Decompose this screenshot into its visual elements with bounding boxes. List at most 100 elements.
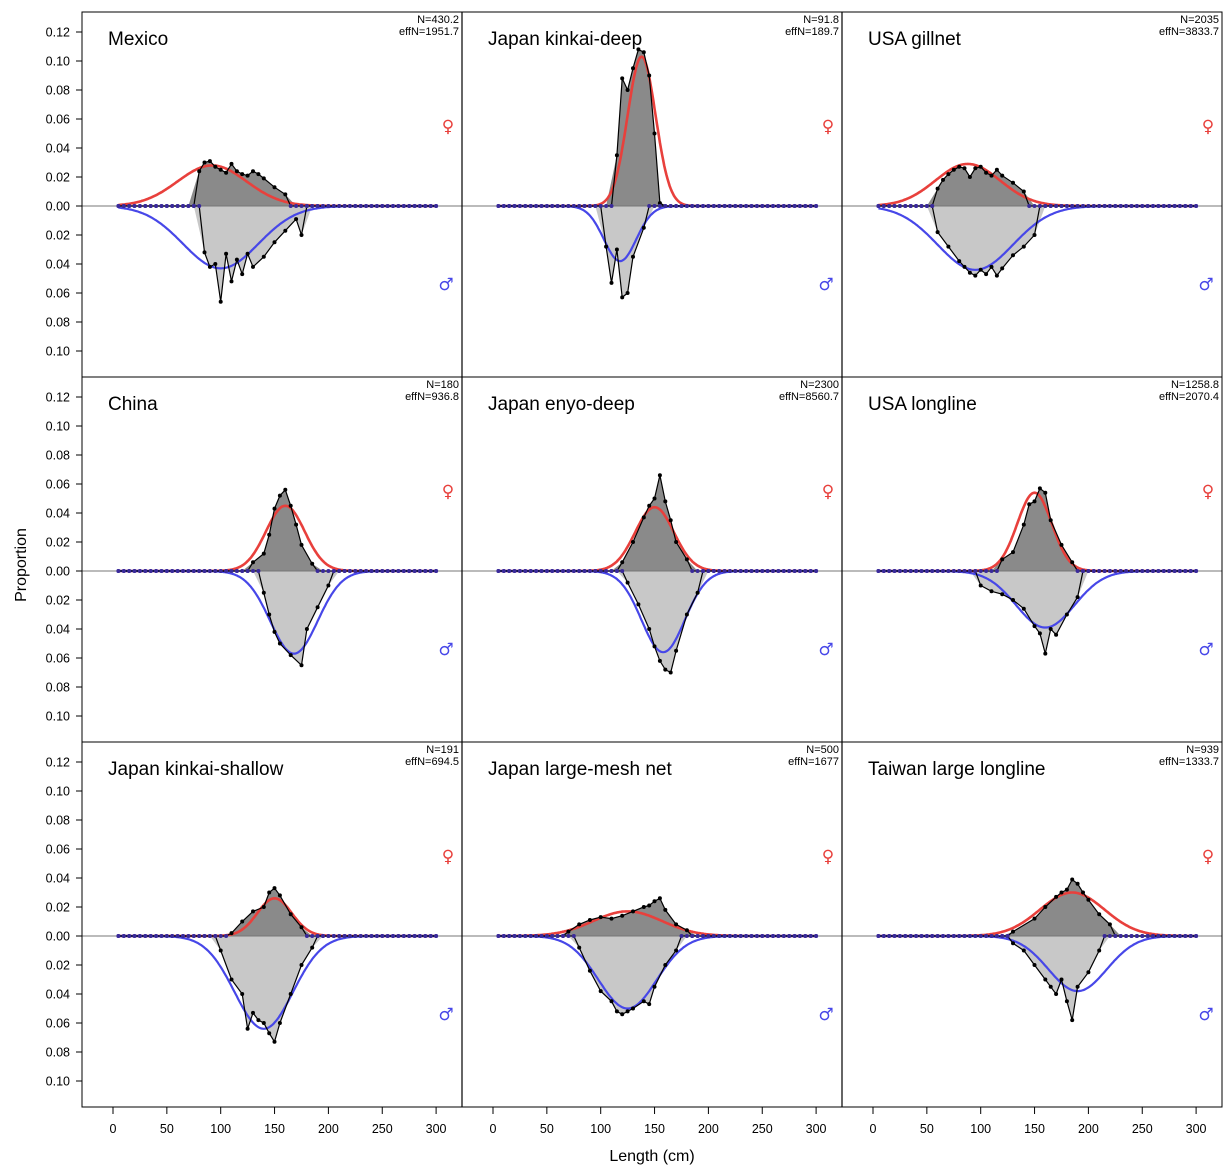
male-observed-point (396, 204, 401, 208)
male-observed-point (733, 934, 738, 938)
female-observed-point (1064, 887, 1069, 892)
male-observed-point (914, 569, 919, 573)
male-observed-point (962, 569, 967, 573)
male-observed-point (754, 569, 759, 573)
effective-n-label: effN=694.5 (405, 756, 459, 768)
male-observed-point (781, 934, 786, 938)
x-tick-label: 200 (698, 1122, 719, 1136)
female-observed-point (620, 913, 625, 918)
male-observed-point (994, 273, 999, 278)
female-observed-point (277, 893, 282, 898)
female-observed-point (587, 918, 592, 922)
male-observed-point (792, 934, 797, 938)
male-observed-point (358, 569, 363, 573)
male-observed-point (288, 992, 293, 996)
female-observed-point (641, 50, 646, 55)
male-observed-point (803, 569, 808, 573)
male-observed-point (213, 934, 218, 938)
female-observed-point (299, 925, 304, 930)
male-observed-point (587, 968, 592, 973)
male-observed-point (760, 204, 765, 208)
male-observed-point (814, 934, 819, 938)
female-observed-point (310, 934, 315, 938)
female-observed-point (310, 561, 315, 566)
male-symbol-icon: ♂ (1198, 640, 1213, 660)
male-observed-point (614, 1009, 619, 1014)
male-observed-point (657, 658, 662, 663)
male-observed-area (616, 571, 709, 673)
male-observed-point (143, 934, 148, 938)
male-observed-point (690, 204, 695, 208)
female-observed-point (1011, 550, 1015, 555)
male-observed-point (706, 934, 711, 938)
female-observed-point (614, 153, 619, 158)
male-observed-point (207, 569, 212, 573)
male-observed-point (364, 204, 369, 208)
male-observed-point (1172, 934, 1177, 938)
male-observed-point (245, 1026, 250, 1031)
male-observed-point (647, 1002, 652, 1007)
male-observed-point (127, 934, 132, 938)
male-observed-point (143, 569, 148, 573)
female-observed-point (1032, 916, 1037, 921)
male-observed-point (641, 999, 646, 1004)
female-observed-point (625, 88, 630, 92)
male-observed-point (245, 251, 250, 256)
male-observed-point (620, 569, 625, 573)
male-observed-point (186, 204, 191, 208)
sample-size-label: N=939 (1186, 744, 1219, 756)
male-observed-point (614, 569, 619, 573)
male-observed-point (277, 641, 282, 646)
male-observed-point (797, 204, 802, 208)
male-symbol-icon: ♂ (438, 275, 453, 295)
male-observed-point (342, 204, 347, 208)
male-observed-point (555, 569, 560, 573)
male-observed-point (957, 569, 962, 573)
male-observed-point (261, 590, 266, 595)
female-observed-point (989, 173, 994, 178)
x-tick-label: 250 (752, 1122, 773, 1136)
male-observed-point (957, 934, 962, 938)
male-observed-point (876, 569, 881, 573)
female-observed-point (251, 560, 255, 565)
male-observed-point (272, 1039, 277, 1044)
male-observed-point (792, 569, 797, 573)
effective-n-label: effN=1951.7 (399, 26, 459, 38)
male-observed-point (423, 934, 428, 938)
male-observed-point (598, 989, 603, 994)
female-observed-point (283, 487, 288, 492)
male-observed-point (781, 569, 786, 573)
y-tick-label: 0.06 (46, 843, 70, 857)
male-observed-point (1075, 984, 1080, 989)
male-observed-point (164, 934, 169, 938)
male-observed-point (170, 204, 175, 208)
male-observed-point (967, 270, 972, 275)
male-observed-point (668, 670, 673, 675)
male-observed-point (787, 934, 792, 938)
effective-n-label: effN=8560.7 (779, 391, 839, 403)
male-observed-point (897, 569, 902, 573)
male-observed-point (380, 569, 385, 573)
male-observed-point (1188, 934, 1193, 938)
female-observed-point (609, 916, 614, 921)
female-observed-point (941, 177, 945, 182)
x-tick-label: 200 (1078, 1122, 1099, 1136)
male-observed-point (331, 204, 336, 208)
y-tick-label: 0.06 (46, 478, 70, 492)
male-observed-point (1151, 934, 1155, 938)
male-observed-point (294, 217, 299, 222)
male-observed-point (727, 204, 732, 208)
female-observed-point (1070, 877, 1075, 882)
male-observed-point (744, 934, 749, 938)
sample-size-label: N=1258.8 (1171, 379, 1219, 391)
male-observed-point (159, 204, 164, 208)
female-observed-point (224, 170, 229, 175)
male-observed-point (326, 204, 331, 208)
male-observed-point (1194, 204, 1199, 208)
female-observed-point (1059, 542, 1064, 547)
male-observed-point (989, 934, 994, 938)
male-observed-point (1000, 266, 1005, 271)
female-observed-point (620, 76, 625, 81)
male-observed-point (358, 204, 363, 208)
